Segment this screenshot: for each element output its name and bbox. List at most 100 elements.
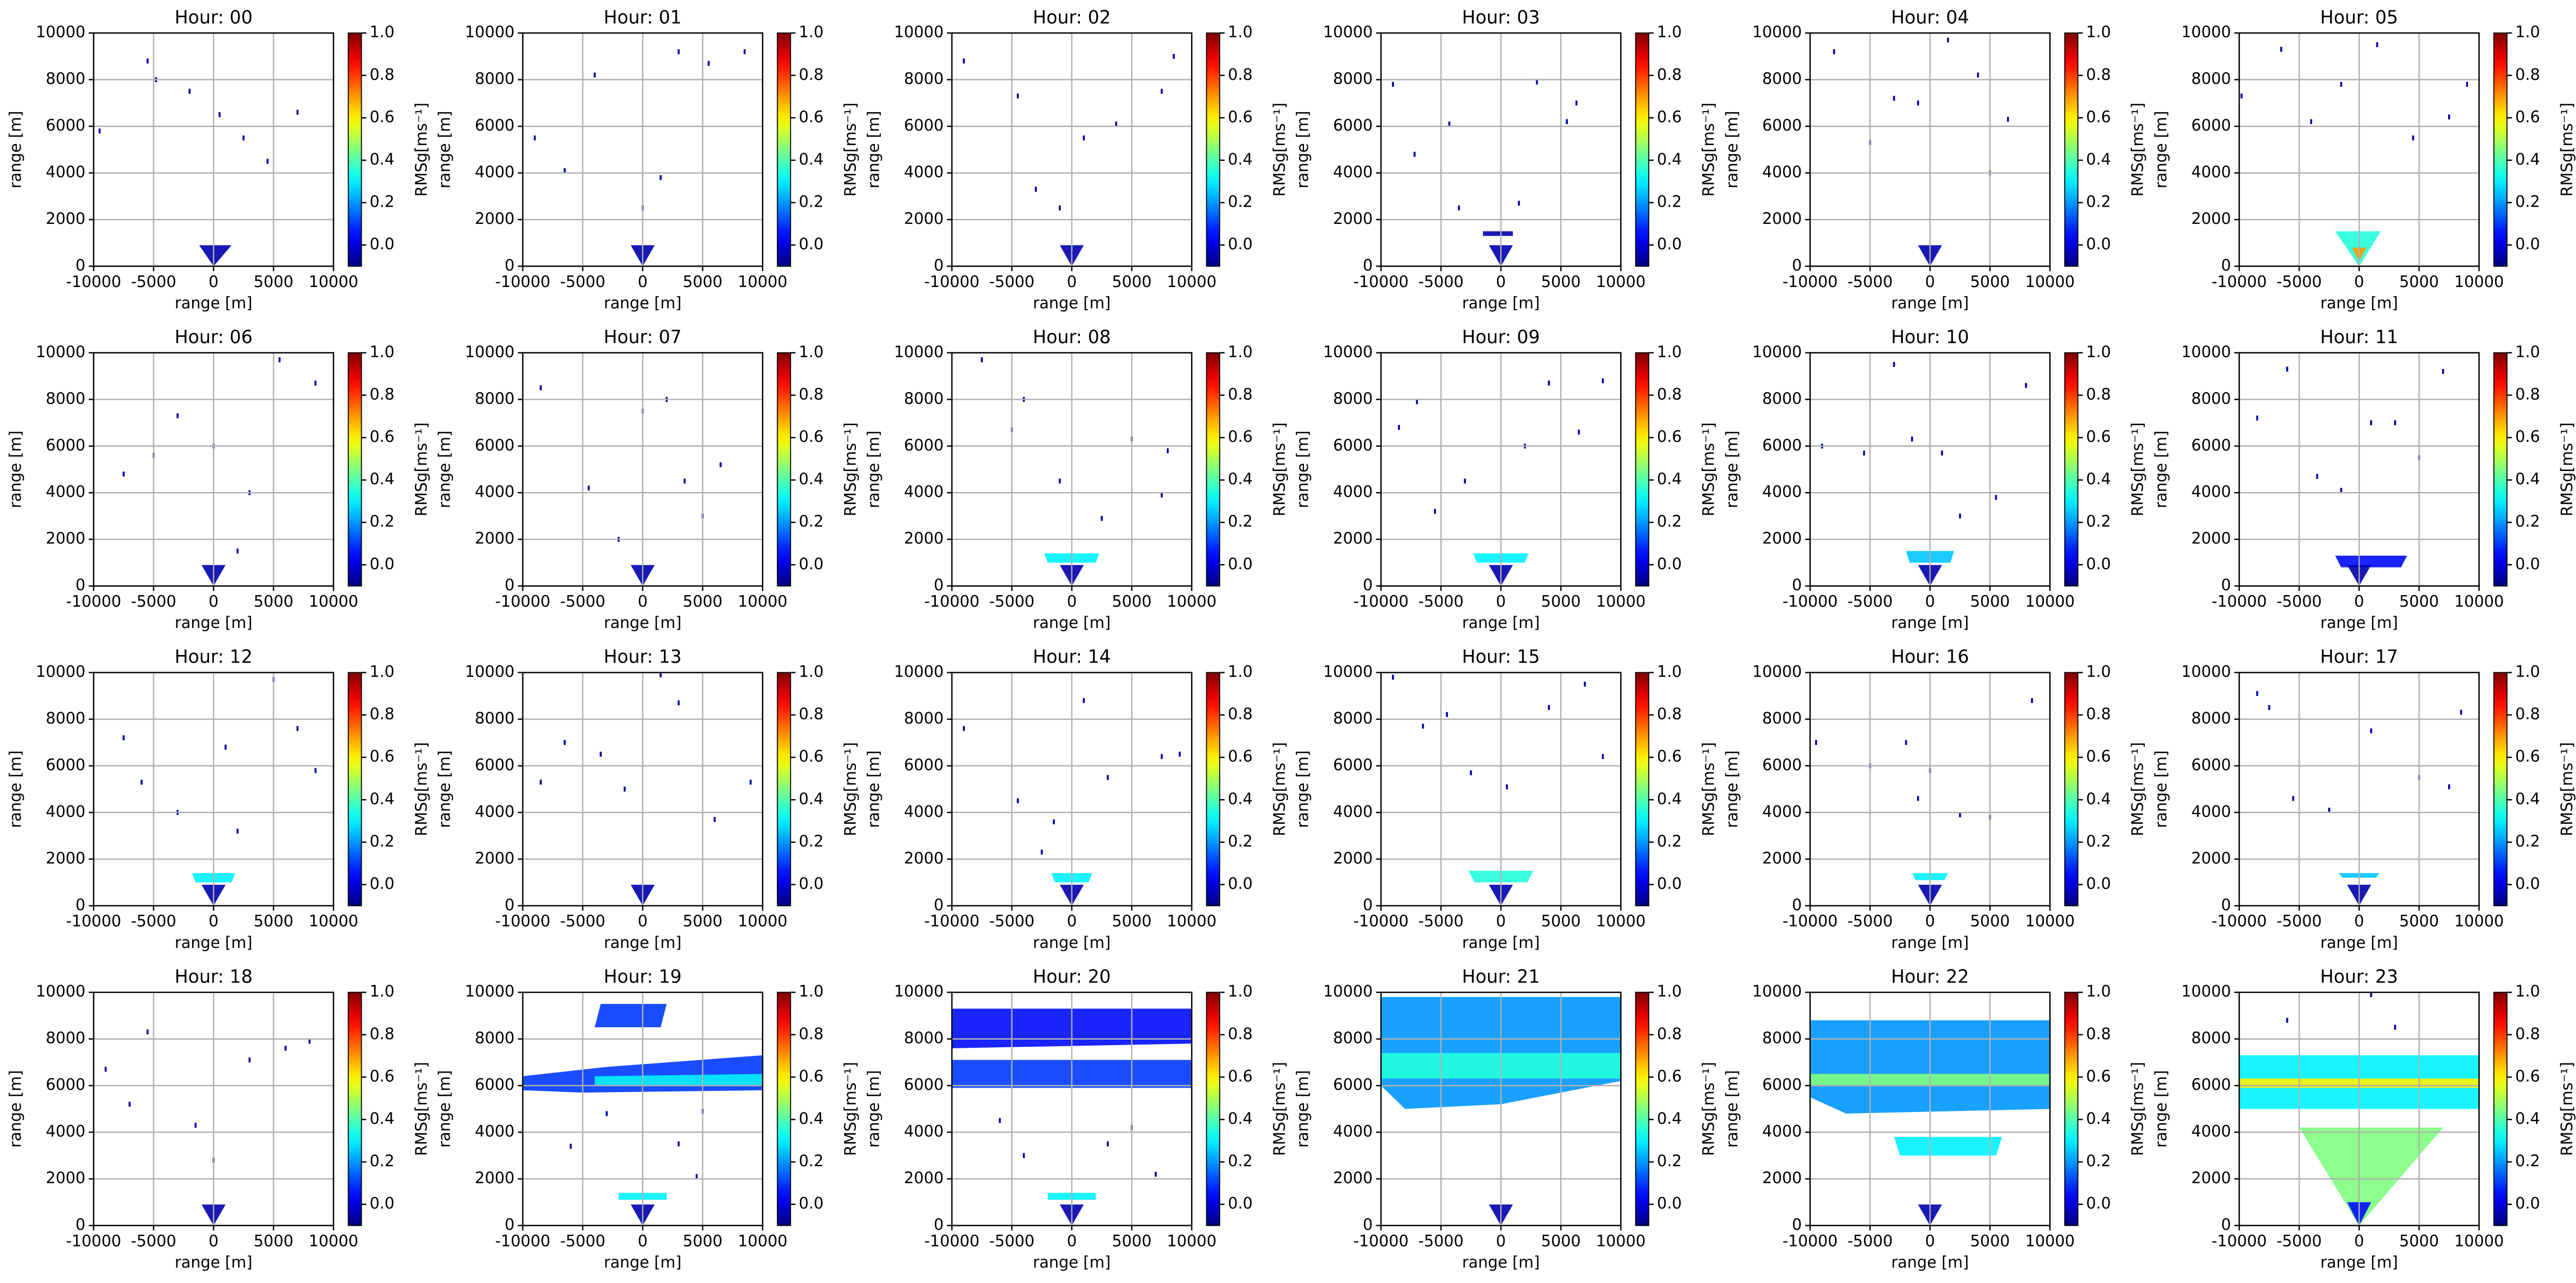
axes-frame — [1380, 672, 1622, 906]
colorbar-label: RMSg[ms⁻¹] — [1700, 742, 1718, 836]
x-tick-label: -10000 — [495, 272, 550, 291]
scatter-pixel — [1083, 135, 1085, 141]
x-tick-label: 0 — [1496, 592, 1506, 611]
axes-frame — [951, 672, 1193, 906]
y-tick-label: 2000 — [1762, 209, 1802, 228]
colorbar-tick-label: 0.2 — [1657, 832, 1682, 850]
axes-frame — [1380, 352, 1622, 587]
axes-frame — [522, 672, 764, 906]
scatter-pixel — [2370, 992, 2373, 998]
colorbar-tick-label: 0.0 — [1228, 874, 1253, 892]
x-tick-label: 10000 — [1596, 592, 1646, 611]
scatter-pixel — [2412, 135, 2415, 141]
y-tick-label: 0 — [1363, 576, 1372, 594]
x-tick-label: -5000 — [1418, 272, 1464, 291]
colorbar-tick-label: 0.8 — [1657, 705, 1682, 723]
y-tick-label: 6000 — [2191, 755, 2231, 774]
subplot: -10000 -5000 0 5000 10000 0 2000 4000 6000 8000 10… — [1723, 966, 2147, 1271]
scatter-pixel — [594, 72, 596, 78]
scatter-pixel — [587, 486, 590, 491]
colorbar-tick-label: 0.4 — [2515, 789, 2540, 808]
x-tick-label: -5000 — [131, 1232, 176, 1250]
scatter-pixel — [660, 175, 662, 180]
colorbar-tick-label: 0.8 — [370, 705, 395, 723]
colorbar-tick-label: 0.0 — [370, 555, 395, 573]
x-tick-label: 0 — [2354, 1232, 2364, 1250]
scatter-pixel — [2448, 114, 2450, 120]
colorbar-tick-label: 0.6 — [2086, 107, 2111, 126]
colorbar-tick-label: 0.8 — [799, 1025, 824, 1043]
colorbar — [2064, 352, 2078, 587]
scatter-pixel — [677, 700, 680, 706]
x-tick-label: 0 — [2354, 272, 2364, 291]
y-tick-label: 2000 — [46, 529, 86, 548]
scatter-pixel — [623, 787, 626, 792]
chart-title: Hour: 05 — [2320, 6, 2398, 28]
x-tick-label: -5000 — [989, 592, 1035, 611]
scatter-pixel — [1548, 380, 1550, 386]
y-tick-label: 0 — [2221, 896, 2231, 914]
colorbar-tick-label: 0.0 — [799, 1194, 824, 1212]
subplot: -10000 -5000 0 5000 10000 0 2000 4000 6000 8000 10… — [2152, 326, 2576, 632]
scatter-pixel — [1433, 509, 1436, 514]
x-tick-label: -10000 — [2212, 912, 2267, 930]
scatter-pixel — [1115, 121, 1117, 127]
y-axis-label: range [m] — [436, 750, 454, 828]
y-tick-label: 0 — [1363, 1215, 1372, 1233]
scatter-pixel — [2256, 691, 2259, 697]
y-tick-label: 10000 — [465, 343, 514, 361]
colorbar-tick-label: 0.8 — [370, 385, 395, 403]
colorbar-tick-label: 1.0 — [1657, 343, 1682, 361]
y-tick-label: 8000 — [46, 1029, 86, 1047]
x-tick-label: -10000 — [66, 912, 121, 930]
colorbar-tick-label: 0.4 — [1657, 1109, 1682, 1128]
colorbar — [2064, 672, 2078, 906]
subplot: -10000 -5000 0 5000 10000 0 2000 4000 6000 8000 10… — [865, 646, 1289, 952]
y-tick-label: 6000 — [46, 1075, 86, 1094]
scatter-pixel — [236, 828, 239, 834]
colorbar — [1635, 32, 1649, 267]
colorbar-tick-label: 0.6 — [1657, 427, 1682, 446]
y-tick-label: 10000 — [2181, 663, 2231, 681]
y-tick-label: 6000 — [904, 116, 944, 134]
y-tick-label: 6000 — [46, 116, 86, 134]
scatter-pixel — [708, 60, 710, 66]
x-tick-label: 5000 — [254, 272, 294, 291]
axes-frame — [2238, 352, 2480, 587]
colorbar-label: RMSg[ms⁻¹] — [412, 742, 430, 836]
scatter-pixel — [1017, 93, 1019, 99]
axes-frame — [522, 352, 764, 587]
x-tick-label: 10000 — [2025, 272, 2075, 291]
x-tick-label: 10000 — [738, 592, 787, 611]
axes-frame — [951, 352, 1193, 587]
scatter-pixel — [1566, 119, 1568, 125]
subplot: -10000 -5000 0 5000 10000 0 2000 4000 6000 8000 10… — [1723, 646, 2147, 952]
heat-patch — [594, 1074, 763, 1086]
x-tick-label: 5000 — [683, 592, 723, 611]
colorbar-tick-label: 0.0 — [799, 874, 824, 892]
colorbar — [777, 672, 791, 906]
y-tick-label: 4000 — [1333, 163, 1373, 181]
x-tick-label: 0 — [1067, 912, 1077, 930]
y-tick-label: 2000 — [1333, 209, 1373, 228]
colorbar-tick-label: 0.6 — [1228, 427, 1253, 446]
heat-patch — [1483, 231, 1513, 236]
y-tick-label: 0 — [76, 256, 85, 274]
y-tick-label: 10000 — [1752, 343, 1802, 361]
y-tick-label: 0 — [76, 576, 85, 594]
x-tick-label: -10000 — [1354, 912, 1409, 930]
x-tick-label: -5000 — [131, 912, 176, 930]
scatter-pixel — [1548, 705, 1550, 710]
x-axis-label: range [m] — [1891, 1253, 1969, 1271]
x-tick-label: -5000 — [560, 912, 606, 930]
x-tick-label: -10000 — [66, 1232, 121, 1250]
colorbar-tick-label: 1.0 — [1228, 982, 1253, 1000]
colorbar-tick-label: 0.0 — [1228, 555, 1253, 573]
y-tick-label: 4000 — [46, 482, 86, 501]
y-tick-label: 4000 — [904, 802, 944, 821]
scatter-pixel — [188, 88, 191, 94]
y-tick-label: 2000 — [1333, 1169, 1373, 1187]
colorbar — [2493, 992, 2508, 1226]
colorbar-label: RMSg[ms⁻¹] — [841, 742, 859, 836]
colorbar-tick-label: 0.4 — [370, 1109, 395, 1128]
